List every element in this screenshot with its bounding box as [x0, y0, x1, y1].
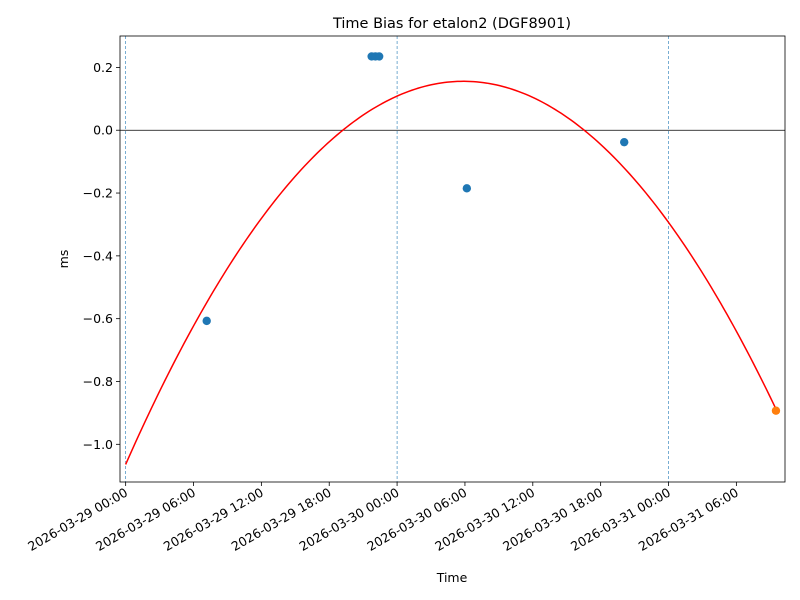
- y-tick-label: −0.8: [83, 374, 113, 389]
- fit-curve: [124, 80, 777, 465]
- chart-title: Time Bias for etalon2 (DGF8901): [332, 16, 571, 32]
- y-tick-label: −0.4: [83, 248, 113, 263]
- data-point: [374, 52, 384, 61]
- y-tick-label: −1.0: [83, 437, 113, 452]
- data-point: [620, 137, 629, 147]
- y-tick-label: 0.2: [93, 60, 113, 75]
- y-tick-label: 0.0: [93, 123, 113, 138]
- y-tick-label: −0.2: [83, 186, 113, 201]
- data-point: [462, 184, 472, 193]
- data-point: [771, 406, 781, 415]
- x-axis-label: Time: [436, 570, 468, 585]
- y-axis-label: ms: [56, 250, 71, 269]
- plot-frame: [119, 35, 786, 483]
- y-tick-label: −0.6: [83, 311, 113, 326]
- data-point: [202, 316, 211, 326]
